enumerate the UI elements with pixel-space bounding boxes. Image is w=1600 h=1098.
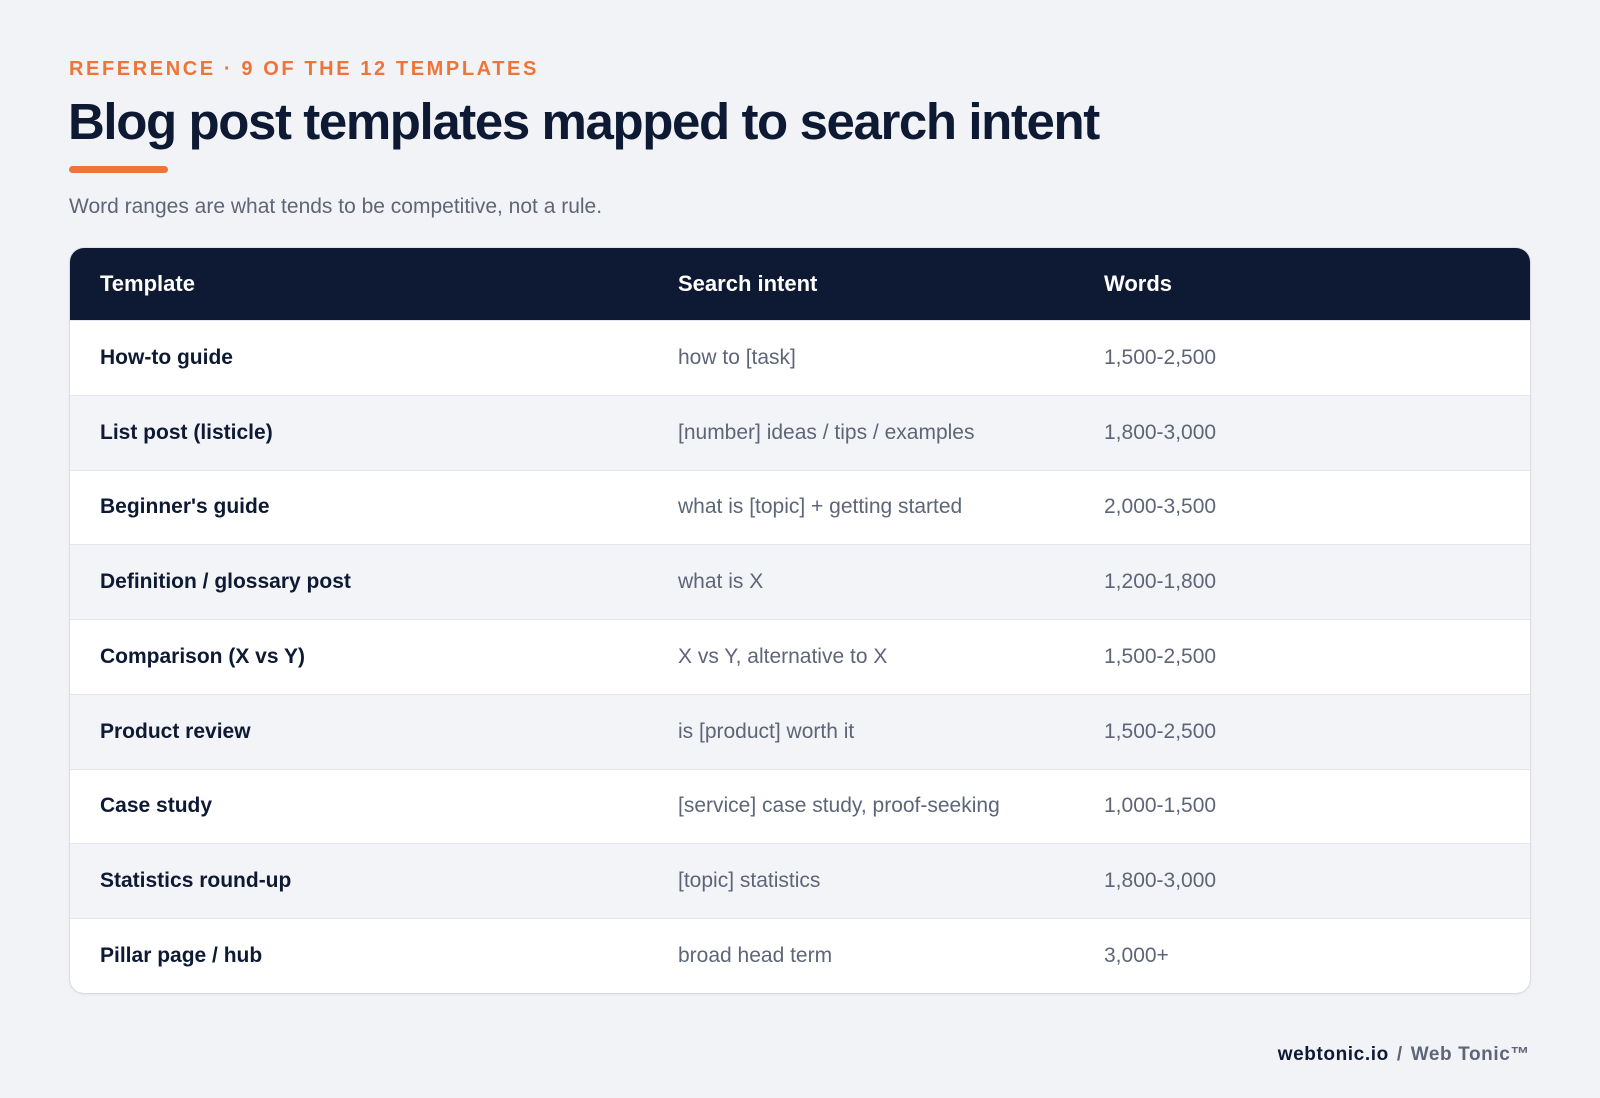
table-row: Pillar page / hub broad head term 3,000+ bbox=[70, 918, 1530, 993]
template-cell: Definition / glossary post bbox=[100, 570, 351, 594]
intent-cell: how to [task] bbox=[678, 345, 796, 369]
words-cell: 1,800-3,000 bbox=[1104, 869, 1217, 893]
table-row: Definition / glossary post what is X 1,2… bbox=[70, 544, 1530, 619]
column-header-words: Words bbox=[1104, 271, 1173, 296]
words-cell: 3,000+ bbox=[1104, 943, 1169, 967]
words-cell: 2,000-3,500 bbox=[1104, 495, 1217, 519]
template-cell: How-to guide bbox=[100, 345, 233, 369]
title-accent-bar bbox=[69, 166, 168, 173]
words-cell: 1,200-1,800 bbox=[1104, 570, 1217, 594]
intent-cell: X vs Y, alternative to X bbox=[678, 644, 888, 668]
words-cell: 1,500-2,500 bbox=[1104, 719, 1217, 743]
table-row: How-to guide how to [task] 1,500-2,500 bbox=[70, 320, 1530, 395]
table-header: Template Search intent Words bbox=[70, 248, 1530, 320]
words-cell: 1,800-3,000 bbox=[1104, 420, 1217, 444]
table-row: Statistics round-up [topic] statistics 1… bbox=[70, 843, 1530, 918]
table-row: Product review is [product] worth it 1,5… bbox=[70, 693, 1530, 769]
template-cell: List post (listicle) bbox=[100, 420, 273, 444]
footer-brand: Web Tonic™ bbox=[1410, 1044, 1530, 1065]
column-header-template: Template bbox=[100, 271, 195, 296]
templates-table: Template Search intent Words How-to guid… bbox=[70, 248, 1530, 993]
table-row: Comparison (X vs Y) X vs Y, alternative … bbox=[70, 619, 1530, 694]
table-row: Case study [service] case study, proof-s… bbox=[70, 768, 1530, 844]
template-cell: Statistics round-up bbox=[100, 869, 292, 893]
footer-separator: / bbox=[1396, 1044, 1403, 1065]
intent-cell: [topic] statistics bbox=[678, 869, 821, 893]
intent-cell: what is X bbox=[678, 570, 764, 594]
template-cell: Case study bbox=[100, 794, 213, 818]
intent-cell: what is [topic] + getting started bbox=[678, 495, 963, 519]
words-cell: 1,500-2,500 bbox=[1104, 345, 1217, 369]
template-cell: Beginner's guide bbox=[100, 495, 270, 519]
column-header-search-intent: Search intent bbox=[678, 271, 818, 296]
words-cell: 1,500-2,500 bbox=[1104, 644, 1217, 668]
footer-domain: webtonic.io bbox=[1277, 1044, 1389, 1065]
page-title: Blog post templates mapped to search int… bbox=[68, 93, 1100, 150]
footer-credit: webtonic.io / Web Tonic™ bbox=[1278, 1044, 1530, 1066]
intent-cell: broad head term bbox=[678, 943, 833, 967]
template-cell: Product review bbox=[100, 719, 251, 743]
intent-cell: [service] case study, proof-seeking bbox=[678, 794, 1000, 818]
intent-cell: [number] ideas / tips / examples bbox=[678, 420, 975, 444]
table-row: List post (listicle) [number] ideas / ti… bbox=[70, 394, 1530, 470]
template-cell: Pillar page / hub bbox=[100, 943, 263, 967]
intent-cell: is [product] worth it bbox=[678, 719, 855, 743]
page-subtitle: Word ranges are what tends to be competi… bbox=[69, 195, 603, 218]
table-row: Beginner's guide what is [topic] + getti… bbox=[70, 469, 1530, 545]
template-cell: Comparison (X vs Y) bbox=[100, 644, 305, 668]
words-cell: 1,000-1,500 bbox=[1104, 794, 1217, 818]
eyebrow-label: REFERENCE · 9 OF THE 12 TEMPLATES bbox=[69, 58, 539, 80]
